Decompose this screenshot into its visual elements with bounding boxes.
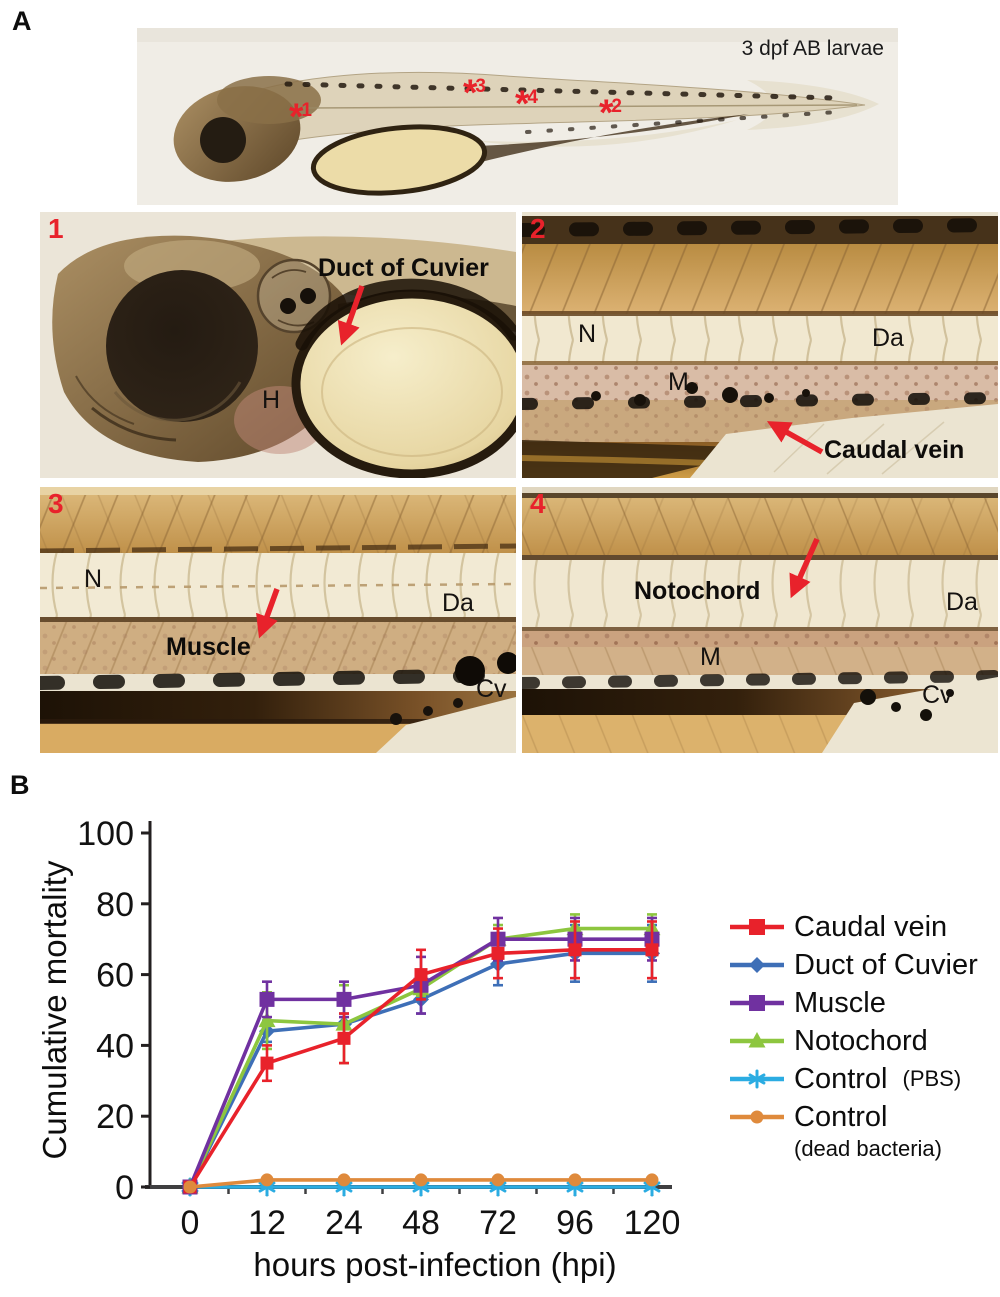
- inset3-number: 3: [48, 488, 64, 519]
- larva-yolk: [310, 124, 488, 196]
- notochord-label-n: N: [578, 320, 597, 348]
- svg-text:40: 40: [96, 1027, 134, 1065]
- legend-item: Control (PBS): [728, 1060, 1000, 1098]
- inset2-number: 2: [530, 213, 546, 244]
- inset1-photo: 1 Duct of Cuvier H: [40, 212, 516, 478]
- svg-text:48: 48: [402, 1204, 440, 1242]
- svg-text:80: 80: [96, 886, 134, 924]
- legend-label-second-line: (dead bacteria): [794, 1136, 942, 1161]
- inset4-art: [522, 487, 998, 753]
- svg-text:24: 24: [325, 1204, 363, 1242]
- panel-a-label: A: [12, 6, 32, 36]
- overview-photo: 3 dpf AB larvae *1 *3 *4 *2: [137, 28, 898, 205]
- caudal-vein-label-cv: Cv: [476, 675, 507, 703]
- notochord-label-n: N: [84, 565, 103, 593]
- heart-label: H: [262, 386, 281, 414]
- legend-item: Notochord: [728, 1022, 1000, 1060]
- legend-item: Control: [728, 1098, 1000, 1136]
- fin-region: [690, 404, 998, 478]
- circle-legend-icon: [728, 1105, 786, 1129]
- legend-item: Muscle: [728, 984, 1000, 1022]
- asterisk-site-1: *1: [289, 96, 312, 137]
- svg-text:12: 12: [248, 1204, 286, 1242]
- legend-label: Duct of Cuvier: [794, 948, 978, 981]
- legend-label: Muscle: [794, 986, 886, 1019]
- inset4-number: 4: [530, 488, 546, 519]
- larva-eye: [200, 117, 246, 163]
- inset3-art: [40, 487, 516, 753]
- legend-item: Caudal vein: [728, 908, 1000, 946]
- dorsal-aorta-label: Da: [946, 588, 978, 616]
- asterisk-legend-icon: [728, 1067, 786, 1091]
- inset1-number: 1: [48, 213, 64, 244]
- mortality-chart: 0 20 40 60 80 100 0 12 24 48 72 96 120 hours post-inf…: [36, 792, 700, 1292]
- svg-text:0: 0: [115, 1169, 134, 1207]
- chart-legend: Caudal vein Duct of Cuvier Muscle Notochord…: [728, 908, 1000, 1166]
- overview-caption: 3 dpf AB larvae: [741, 37, 884, 60]
- svg-text:60: 60: [96, 957, 134, 995]
- caudal-vein-arrow: [766, 421, 824, 455]
- otic-vesicle: [256, 258, 332, 334]
- muscle-label-m: M: [668, 368, 689, 396]
- legend-label: Control: [794, 1100, 888, 1133]
- inset2-art: [522, 212, 998, 478]
- square-legend-icon: [728, 991, 786, 1015]
- fin-region: [376, 697, 516, 753]
- inset4-photo: 4 Notochord Da M Cv: [522, 487, 998, 753]
- zebrafish-larva-illustration: [137, 28, 898, 205]
- duct-of-cuvier-arrow: [337, 285, 365, 346]
- legend-label: Control: [794, 1062, 888, 1095]
- legend-label: Notochord: [794, 1024, 928, 1057]
- muscle-annotation: Muscle: [166, 633, 251, 661]
- inset2-photo: 2 N Da M Caudal vein: [522, 212, 998, 478]
- panel-b-label: B: [10, 770, 30, 800]
- inset3-photo: 3 N Da Muscle Cv: [40, 487, 516, 753]
- dorsal-aorta-label: Da: [872, 324, 904, 352]
- svg-text:120: 120: [624, 1204, 681, 1242]
- triangle-up-legend-icon: [728, 1029, 786, 1053]
- svg-text:0: 0: [181, 1204, 200, 1242]
- fin-region: [822, 677, 998, 753]
- muscle-label-m: M: [700, 643, 721, 671]
- dorsal-aorta-label: Da: [442, 589, 474, 617]
- legend-label: Caudal vein: [794, 910, 948, 943]
- svg-text:100: 100: [77, 815, 134, 853]
- notochord-annotation: Notochord: [634, 577, 761, 605]
- svg-text:96: 96: [556, 1204, 594, 1242]
- eye: [106, 270, 258, 422]
- square-legend-icon: [728, 915, 786, 939]
- yolk-sac: [291, 289, 516, 478]
- asterisk-site-3: *3: [463, 72, 486, 113]
- inset1-art: [40, 212, 516, 478]
- svg-text:20: 20: [96, 1098, 134, 1136]
- caudal-vein-annotation: Caudal vein: [824, 436, 965, 464]
- duct-of-cuvier-annotation: Duct of Cuvier: [318, 254, 489, 282]
- caudal-vein-label-cv: Cv: [922, 681, 953, 709]
- notochord-arrow: [789, 537, 820, 599]
- asterisk-site-4: *4: [515, 83, 538, 124]
- legend-item: Duct of Cuvier: [728, 946, 1000, 984]
- svg-text:hours post-infection (hpi): hours post-infection (hpi): [253, 1246, 616, 1283]
- legend-label-suffix: (PBS): [902, 1066, 962, 1091]
- diamond-legend-icon: [728, 953, 786, 977]
- asterisk-site-2: *2: [599, 92, 622, 133]
- svg-text:72: 72: [479, 1204, 517, 1242]
- svg-text:Cumulative mortality: Cumulative mortality: [40, 860, 73, 1159]
- muscle-arrow: [256, 588, 280, 639]
